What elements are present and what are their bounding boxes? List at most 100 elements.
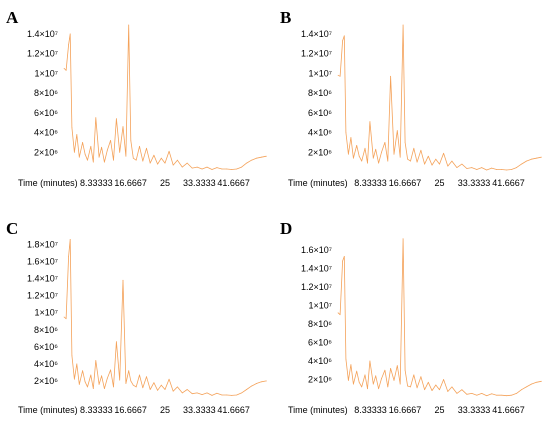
data-point	[251, 385, 252, 387]
y-tick-label: 4×10⁶	[308, 128, 332, 138]
data-point	[410, 160, 411, 162]
data-point	[106, 149, 108, 151]
data-point	[172, 390, 174, 392]
data-point	[241, 392, 243, 394]
data-point	[256, 383, 257, 384]
x-tick-label: 41.6667	[217, 405, 250, 415]
data-point	[135, 159, 137, 161]
y-tick-label: 1.2×10⁷	[301, 282, 332, 292]
data-point	[104, 161, 105, 163]
data-point	[342, 260, 344, 262]
data-point	[407, 385, 409, 387]
data-point	[206, 392, 208, 394]
data-point	[367, 388, 368, 390]
data-point	[130, 380, 132, 382]
y-tick-label: 6×10⁶	[308, 108, 332, 118]
data-point	[535, 157, 537, 159]
chromatogram-trace	[337, 238, 542, 397]
x-tick-label: 33.3333	[183, 178, 216, 188]
data-point	[399, 383, 401, 385]
data-point	[511, 169, 512, 170]
data-point	[342, 40, 344, 42]
data-point	[506, 169, 507, 171]
data-point	[443, 379, 445, 380]
data-point	[393, 380, 395, 381]
data-point	[186, 389, 188, 390]
data-point	[122, 279, 124, 281]
data-point	[132, 157, 134, 159]
data-point	[506, 395, 507, 397]
data-point	[402, 24, 404, 26]
data-point	[251, 159, 252, 161]
data-point	[236, 168, 238, 170]
data-point	[369, 121, 371, 123]
data-point	[361, 160, 363, 162]
data-point	[431, 164, 433, 166]
data-point	[176, 386, 178, 388]
data-point	[65, 318, 67, 320]
data-point	[69, 33, 71, 35]
data-point	[396, 130, 398, 131]
data-point	[196, 166, 198, 168]
data-point	[540, 156, 542, 158]
data-point	[149, 162, 151, 164]
y-tick-label: 1.4×10⁷	[301, 263, 332, 273]
y-tick-label: 1×10⁷	[308, 68, 332, 78]
data-point	[115, 118, 117, 120]
data-point	[106, 377, 108, 379]
data-point	[98, 156, 100, 158]
data-point	[356, 370, 358, 372]
data-point	[496, 394, 498, 396]
data-point	[439, 163, 440, 165]
data-point	[246, 162, 247, 164]
y-tick-label: 4×10⁶	[34, 359, 58, 369]
data-point	[486, 395, 488, 397]
data-point	[236, 394, 238, 396]
data-point	[456, 392, 458, 394]
data-point	[410, 386, 411, 388]
data-point	[157, 389, 158, 391]
data-point	[82, 370, 83, 372]
chart-panel-a: A 2×10⁶ 4×10⁶ 6×10⁶ 8×10⁶ 1×10⁷ 1.2×10⁷ 1.4×10⁷…	[6, 8, 267, 188]
data-point	[540, 380, 542, 382]
data-point	[350, 137, 352, 138]
data-point	[115, 341, 117, 343]
y-tick-label: 8×10⁶	[34, 325, 58, 335]
data-point	[63, 68, 65, 69]
y-tick-label: 1.2×10⁷	[27, 291, 58, 301]
data-point	[343, 255, 345, 257]
data-point	[521, 163, 522, 165]
x-tick-label: 33.3333	[458, 178, 491, 188]
data-point	[191, 167, 193, 169]
data-point	[337, 74, 339, 76]
x-axis-label: Time (minutes)	[18, 405, 78, 415]
data-point	[125, 155, 127, 157]
data-point	[153, 382, 155, 384]
data-point	[424, 389, 425, 391]
data-point	[104, 388, 105, 390]
data-point	[246, 389, 247, 390]
data-point	[90, 374, 92, 376]
y-tick-label: 1.6×10⁷	[301, 245, 332, 255]
x-tick-label: 25	[160, 405, 170, 415]
data-point	[201, 168, 203, 170]
data-point	[226, 394, 228, 396]
y-tick-label: 2×10⁶	[308, 147, 332, 157]
y-tick-label: 1×10⁷	[34, 308, 58, 318]
data-point	[481, 167, 483, 168]
data-point	[265, 380, 267, 382]
data-point	[461, 163, 463, 165]
data-point	[191, 393, 193, 395]
data-point	[168, 150, 170, 152]
data-point	[113, 386, 114, 388]
data-point	[381, 378, 382, 379]
data-point	[413, 374, 415, 376]
data-point	[476, 169, 478, 170]
x-axis-label: Time (minutes)	[288, 405, 348, 415]
data-point	[73, 378, 75, 380]
x-tick-label: 25	[434, 405, 444, 415]
data-point	[461, 389, 463, 391]
data-point	[352, 383, 354, 385]
panel-label: A	[6, 8, 19, 27]
data-point	[516, 167, 517, 168]
